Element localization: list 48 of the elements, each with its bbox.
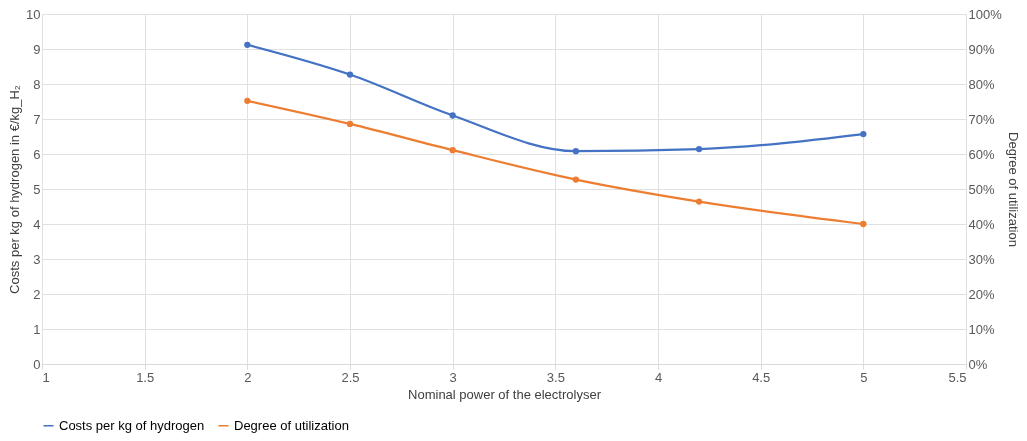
x-tick-label: 5	[860, 369, 868, 385]
point	[695, 145, 703, 153]
x-axis-title: Nominal power of the electrolyser	[408, 386, 602, 402]
y-tick-label: 0	[33, 356, 41, 372]
x-tick-label: 4.5	[752, 369, 771, 385]
x-tick-label: 2	[244, 369, 252, 385]
point	[346, 71, 354, 78]
point	[244, 97, 251, 104]
point	[244, 41, 251, 48]
x-tick-label: 3.5	[546, 369, 565, 385]
x-tick-label: 3	[449, 369, 457, 385]
y2-axis-title: Degree of utilization	[1005, 132, 1021, 247]
y2-tick-label: 0%	[968, 356, 988, 372]
point	[860, 220, 867, 228]
y-axis-title: Costs per kg of hydrogen in €/kg_H₂	[7, 85, 23, 294]
y-tick-label: 8	[33, 76, 41, 92]
y-tick-label: 1	[33, 321, 41, 337]
y2-tick-label: 80%	[968, 76, 995, 92]
x-tick-label: 2.5	[341, 369, 360, 385]
y2-tick-label: 20%	[968, 286, 995, 302]
point	[449, 112, 456, 119]
y2-tick-label: 100%	[968, 6, 1003, 22]
y2-tick-label: 60%	[968, 146, 995, 162]
legend-label: Costs per kg of hydrogen	[59, 417, 205, 433]
y-tick-label: 5	[33, 181, 41, 197]
y2-tick-label: 40%	[968, 216, 995, 232]
point	[572, 148, 580, 155]
x-tick-label: 1.5	[136, 369, 155, 385]
y2-tick-label: 90%	[968, 41, 995, 57]
y-tick-label: 3	[33, 251, 41, 267]
y-tick-label: 7	[33, 111, 41, 127]
point	[572, 176, 580, 183]
x-tick-label: 4	[654, 369, 663, 385]
point	[695, 198, 703, 205]
x-tick-label: 5.5	[948, 369, 967, 385]
point	[860, 130, 867, 138]
y-tick-label: 10	[26, 6, 41, 22]
y-tick-label: 6	[33, 146, 41, 162]
y-tick-label: 9	[33, 41, 41, 57]
point	[346, 120, 354, 128]
y2-tick-label: 70%	[968, 111, 995, 127]
point	[449, 146, 456, 154]
y2-tick-label: 10%	[968, 321, 995, 337]
y-tick-label: 2	[33, 286, 41, 302]
y-tick-label: 4	[33, 216, 41, 232]
y2-tick-label: 50%	[968, 181, 995, 197]
legend-label: Degree of utilization	[234, 417, 349, 433]
y2-tick-label: 30%	[968, 251, 995, 267]
